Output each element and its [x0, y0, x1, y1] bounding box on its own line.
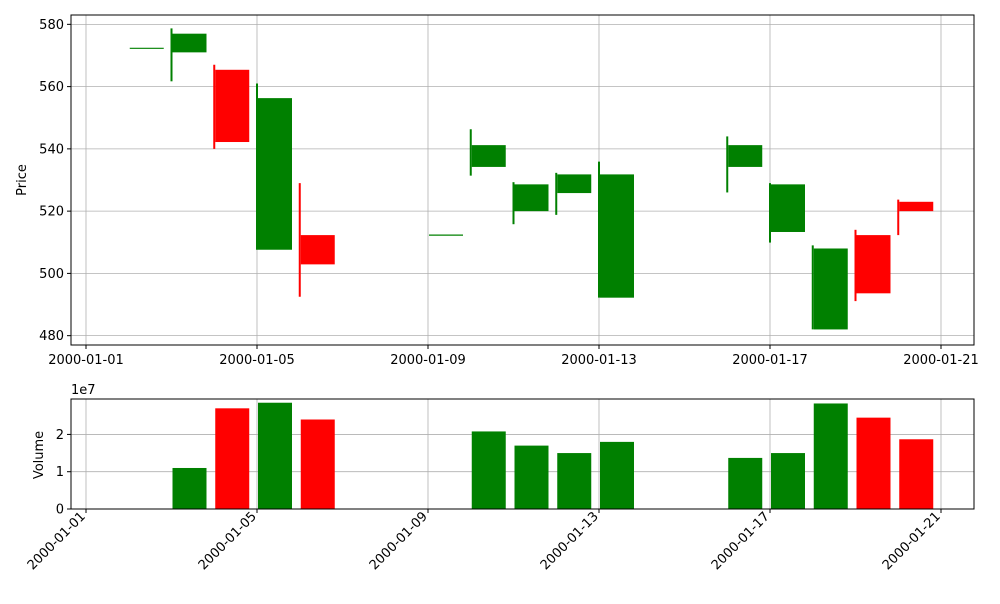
volume-x-tick-label: 2000-01-13: [538, 509, 602, 573]
volume-bar: [471, 431, 506, 509]
candle-body: [215, 69, 250, 143]
candlestick: [469, 129, 506, 176]
candle-body: [813, 248, 848, 330]
candlestick: [854, 229, 891, 302]
volume-x-tick-label: 2000-01-05: [196, 509, 260, 573]
volume-axes-frame: [70, 398, 975, 510]
volume-x-tick-label: 2000-01-01: [25, 509, 89, 573]
candlestick: [555, 172, 592, 215]
price-x-tick-label: 2000-01-21: [903, 353, 979, 368]
volume-y-ticks: 0 1 2: [56, 428, 71, 518]
volume-bar: [172, 467, 207, 509]
candlestick: [512, 182, 549, 225]
volume-bar: [771, 453, 805, 509]
volume-bar: [557, 453, 592, 509]
price-y-tick-label: 540: [39, 142, 64, 157]
price-y-ticks: 480 500 520 540 560 580: [39, 18, 71, 344]
volume-offset-label: 1e7: [71, 383, 96, 398]
volume-x-tick-label: 2000-01-09: [367, 509, 431, 573]
candle-body: [728, 145, 763, 167]
price-y-tick-label: 560: [39, 80, 64, 95]
candle-body: [771, 184, 805, 232]
candlestick: [811, 245, 848, 330]
price-x-tick-label: 2000-01-01: [48, 353, 124, 368]
volume-x-ticks: 2000-01-01 2000-01-05 2000-01-09 2000-01-13…: [25, 509, 944, 573]
volume-x-tick-label: 2000-01-17: [709, 509, 773, 573]
candle-body: [172, 33, 207, 53]
candle-body: [899, 201, 934, 212]
price-y-tick-label: 500: [39, 267, 64, 282]
price-x-tick-label: 2000-01-13: [561, 353, 637, 368]
candle-body: [471, 145, 506, 167]
price-candles: [129, 28, 934, 330]
volume-y-tick-label: 2: [56, 428, 64, 443]
volume-y-axis-label: Volume: [32, 431, 47, 479]
price-y-axis-label: Price: [15, 164, 30, 196]
price-y-tick-label: 520: [39, 205, 64, 220]
volume-bar: [813, 403, 848, 509]
candle-body: [856, 235, 891, 294]
price-x-ticks: 2000-01-01 2000-01-05 2000-01-09 2000-01-13…: [48, 345, 979, 368]
candlestick: [726, 136, 763, 193]
volume-y-tick-label: 0: [56, 503, 64, 518]
candlestick: [170, 28, 207, 82]
volume-bar: [258, 402, 292, 509]
candlestick: [213, 64, 250, 149]
candle-body: [258, 98, 292, 250]
candlestick: [769, 183, 805, 243]
candle-body: [514, 184, 549, 212]
candle-body: [300, 235, 335, 265]
price-x-tick-label: 2000-01-17: [732, 353, 808, 368]
price-x-tick-label: 2000-01-09: [390, 353, 466, 368]
volume-bar: [600, 441, 634, 509]
candlestick: [897, 199, 934, 236]
candlestick: [298, 183, 335, 297]
volume-bar: [899, 439, 934, 509]
volume-y-tick-label: 1: [56, 465, 64, 480]
volume-x-tick-label: 2000-01-21: [880, 509, 944, 573]
volume-bar: [215, 408, 250, 509]
volume-bar: [856, 417, 891, 509]
volume-bars: [172, 402, 934, 509]
candle-body: [600, 174, 634, 298]
volume-bar: [728, 457, 763, 509]
candlestick: [598, 161, 634, 298]
candle-body: [557, 174, 592, 194]
price-y-tick-label: 580: [39, 18, 64, 33]
price-axes-frame: [70, 14, 975, 346]
volume-bar: [514, 445, 549, 509]
volume-panel: 012 2000-01-01 2000-01-05 2000-01-09 2000-0…: [25, 383, 975, 573]
price-x-tick-label: 2000-01-05: [219, 353, 295, 368]
candlestick: [256, 83, 292, 250]
price-y-tick-label: 480: [39, 329, 64, 344]
volume-bar: [300, 419, 335, 509]
